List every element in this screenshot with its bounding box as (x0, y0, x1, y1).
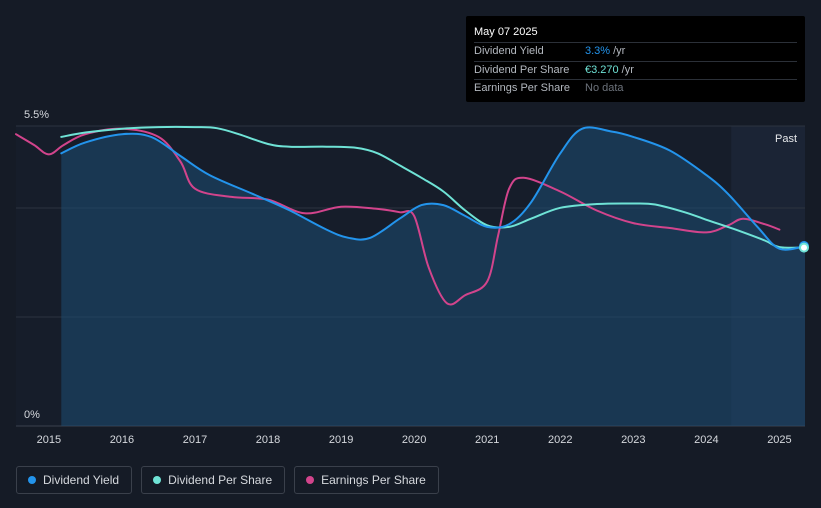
legend-dividend-per-share[interactable]: Dividend Per Share (141, 466, 286, 494)
tooltip-row-dividend-per-share: Dividend Per Share €3.270 /yr (474, 60, 797, 80)
x-tick-label: 2019 (329, 434, 353, 446)
dividend-per-share-dot-icon (153, 476, 162, 484)
series-line-dps (60, 125, 806, 249)
tooltip-value: No data (585, 82, 624, 94)
y-axis-top-label: 5.5% (24, 109, 49, 121)
x-axis: 2015 2016 2017 2018 2019 2020 2021 2022 2023 2024… (37, 434, 792, 446)
legend-earnings-per-share[interactable]: Earnings Per Share (294, 466, 439, 494)
x-tick-label: 2022 (548, 434, 572, 446)
earnings-per-share-dot-icon (306, 476, 315, 484)
tooltip-label: Dividend Yield (474, 45, 544, 57)
x-tick-label: 2024 (694, 434, 718, 446)
legend-label: Dividend Yield (43, 473, 120, 487)
dividend-yield-dot-icon (28, 476, 36, 484)
x-tick-label: 2025 (767, 434, 791, 446)
x-tick-label: 2020 (402, 434, 426, 446)
tooltip-value: €3.270 (585, 63, 619, 76)
tooltip-label: Dividend Per Share (474, 63, 570, 76)
past-label: Past (775, 133, 797, 145)
x-tick-label: 2017 (183, 434, 207, 446)
tooltip-row-dividend-yield: Dividend Yield 3.3% /yr (474, 42, 797, 61)
tooltip-date: May 07 2025 (474, 26, 538, 38)
tooltip-unit: /yr (613, 45, 626, 57)
legend-label: Earnings Per Share (321, 473, 426, 487)
tooltip-row-earnings-per-share: Earnings Per Share No data (474, 79, 797, 98)
x-tick-label: 2018 (256, 434, 280, 446)
tooltip-unit: /yr (621, 63, 634, 76)
legend-dividend-yield[interactable]: Dividend Yield (16, 466, 133, 494)
y-axis-bottom-label: 0% (24, 409, 40, 421)
tooltip-value: 3.3% (585, 45, 611, 57)
end-markers (799, 241, 809, 253)
legend: Dividend Yield Dividend Per Share Earnin… (16, 466, 439, 494)
tooltip-label: Earnings Per Share (474, 82, 570, 94)
legend-label: Dividend Per Share (168, 473, 273, 487)
end-marker-dps (799, 242, 809, 253)
series-line-yield (60, 126, 806, 251)
x-tick-label: 2015 (37, 434, 61, 446)
x-tick-label: 2021 (475, 434, 499, 446)
tooltip: May 07 2025 Dividend Yield 3.3% /yr Divi… (466, 16, 805, 102)
series-lines (15, 125, 806, 306)
x-tick-label: 2016 (110, 434, 134, 446)
x-tick-label: 2023 (621, 434, 645, 446)
